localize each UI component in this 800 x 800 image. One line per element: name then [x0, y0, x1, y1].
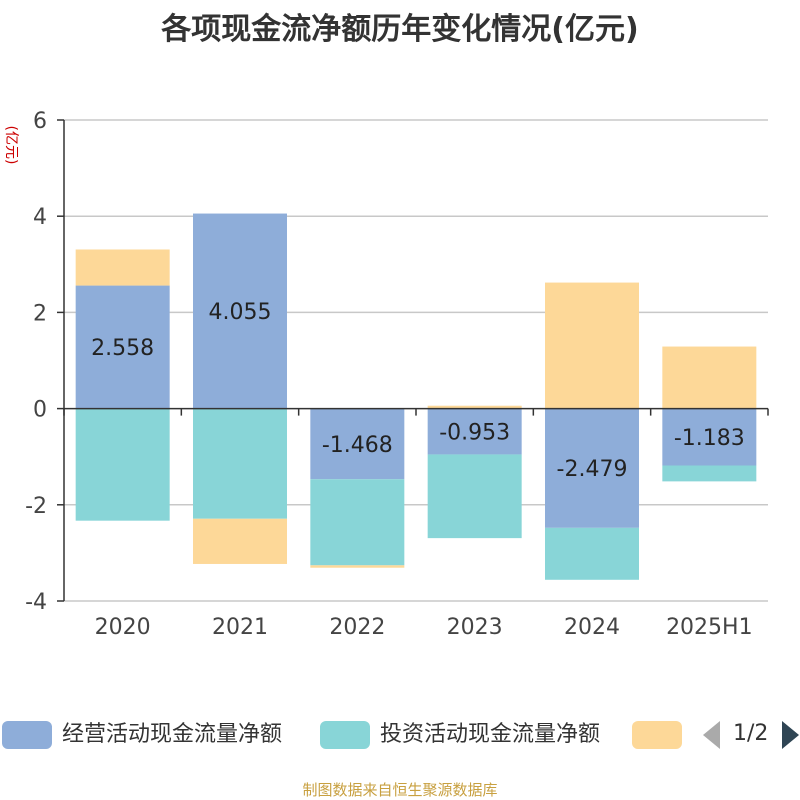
legend-next-page-icon[interactable] [782, 721, 799, 749]
legend-label-operating: 经营活动现金流量净额 [62, 722, 283, 747]
bar-3-2022 [310, 565, 405, 568]
axes: 6 4 2 0 -2 -4 2020 2021 2022 2023 2024 2025H1 [25, 109, 769, 640]
x-tick-label: 2020 [95, 615, 151, 640]
x-tick-label: 2023 [447, 615, 503, 640]
x-tick-label: 2024 [564, 615, 620, 640]
bar-3-2024 [545, 282, 639, 409]
source-note: 制图数据来自恒生聚源数据库 [302, 781, 498, 799]
legend-prev-page-icon[interactable] [703, 721, 720, 749]
legend-swatch-financing [632, 721, 682, 749]
data-label: 2.558 [91, 336, 154, 361]
bar-2-2022 [310, 479, 405, 566]
legend-swatch-operating [2, 721, 52, 749]
bar-2-2020 [75, 408, 170, 521]
legend-page-indicator: 1/2 [733, 721, 769, 746]
bar-3-2025H1 [662, 346, 757, 409]
x-tick-label: 2022 [329, 615, 385, 640]
data-label: 4.055 [209, 300, 272, 325]
y-tick-label: -4 [25, 590, 47, 615]
bar-1-2025H1 [662, 408, 757, 466]
bar-chart: 6 4 2 0 -2 -4 2020 2021 2022 2023 2024 2025H1 2.558… [3, 109, 769, 640]
data-label: -0.953 [439, 421, 510, 446]
bar-3-2023 [427, 405, 522, 409]
legend: 经营活动现金流量净额 投资活动现金流量净额 1/2 [0, 716, 800, 756]
x-tick-label: 2021 [212, 615, 268, 640]
bar-1-2022 [310, 408, 405, 480]
bar-3-2020 [75, 249, 170, 286]
legend-swatch-investing [320, 721, 370, 749]
bar-1-2021 [193, 213, 287, 409]
bar-1-2020 [75, 285, 170, 409]
y-tick-label: 2 [33, 301, 47, 326]
legend-label-investing: 投资活动现金流量净额 [380, 722, 601, 747]
bar-1-2024 [545, 408, 639, 528]
grid-lines [64, 119, 768, 602]
y-tick-label: 0 [33, 398, 47, 423]
x-tick-label: 2025H1 [666, 615, 753, 640]
bars [75, 213, 757, 580]
y-tick-label: 6 [33, 109, 47, 134]
bar-2-2024 [545, 527, 639, 580]
bar-2-2025H1 [662, 465, 757, 482]
y-tick-label: 4 [33, 205, 47, 230]
bar-2-2023 [427, 454, 522, 539]
bar-1-2023 [427, 408, 522, 455]
value-labels: 2.558 4.055 -1.468 -0.953 -2.479 -1.183 [91, 300, 745, 482]
chart-title: 各项现金流净额历年变化情况(亿元) [161, 12, 639, 47]
bar-3-2021 [193, 518, 287, 564]
y-axis-title: (亿元) [3, 126, 19, 165]
data-label: -2.479 [557, 457, 628, 482]
bar-2-2021 [193, 408, 287, 519]
y-tick-label: -2 [25, 494, 47, 519]
data-label: -1.183 [674, 426, 745, 451]
data-label: -1.468 [322, 433, 393, 458]
